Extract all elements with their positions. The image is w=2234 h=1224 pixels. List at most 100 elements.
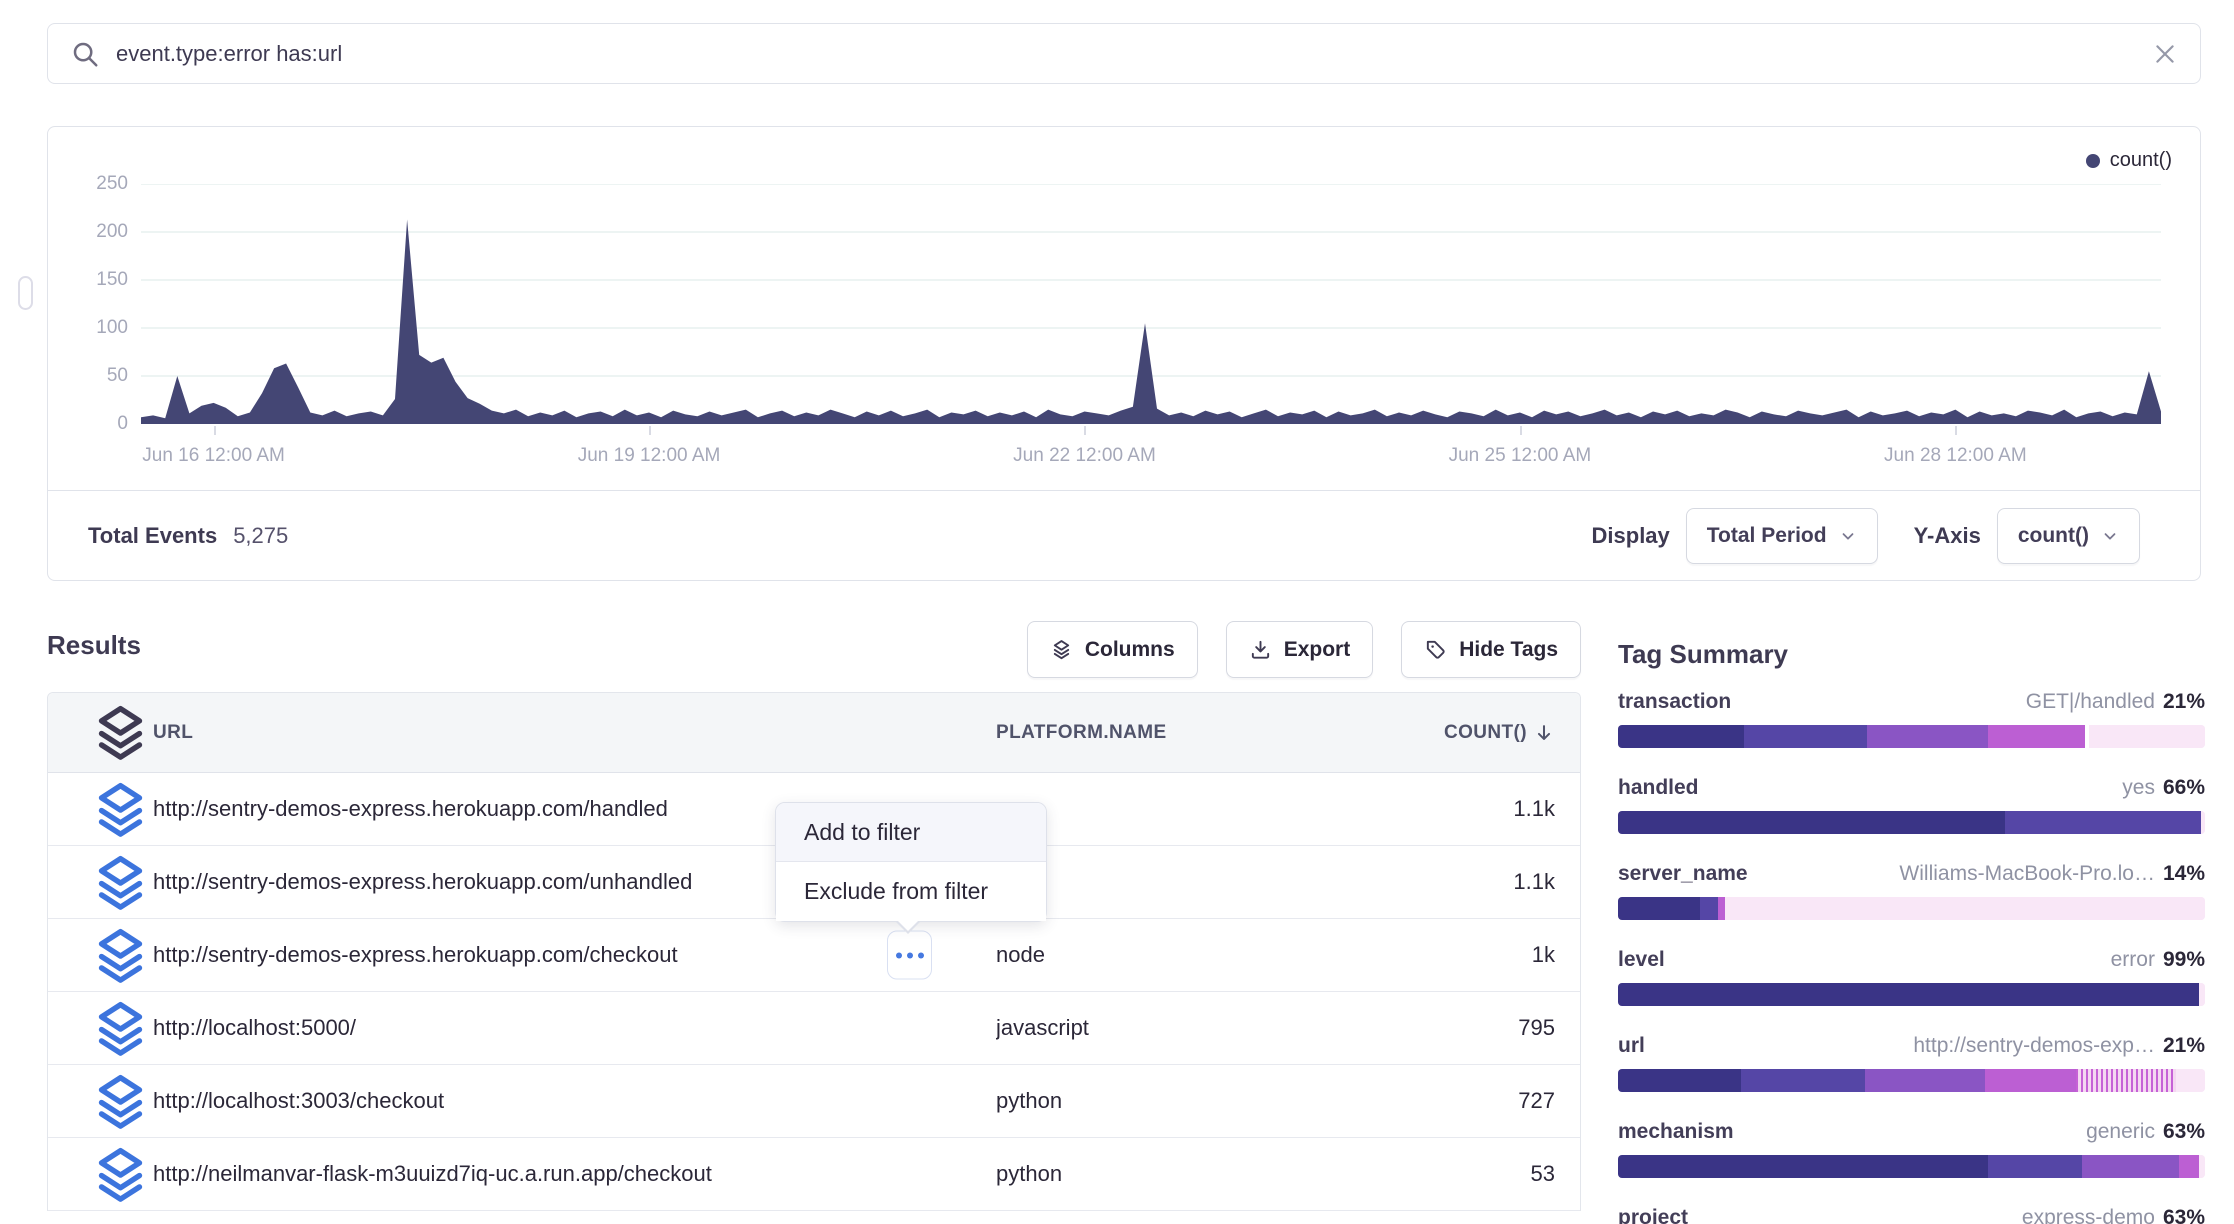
tag-distribution-bar[interactable] <box>1618 983 2205 1006</box>
url-cell[interactable]: http://sentry-demos-express.herokuapp.co… <box>153 942 678 967</box>
x-axis-tick-mark <box>649 426 652 435</box>
y-axis-tick: 200 <box>96 221 128 242</box>
tag-summary-list: transaction GET|/handled 21% handled yes 66% s… <box>1618 690 2205 1224</box>
tag-head: server_name Williams-MacBook-Pro.lo… 14% <box>1618 862 2205 890</box>
tag-top-value: yes <box>2122 776 2155 799</box>
search-icon <box>70 39 100 69</box>
tag-icon <box>1424 638 1447 661</box>
layers-icon <box>88 777 153 842</box>
table-row[interactable]: http://localhost:3003/checkout python 727 <box>48 1065 1580 1138</box>
cell-filter-context-menu: Add to filter Exclude from filter <box>775 802 1047 934</box>
tag-row-url: url http://sentry-demos-exp… 21% <box>1618 1034 2205 1120</box>
y-axis-tick: 150 <box>96 269 128 290</box>
url-cell[interactable]: http://localhost:5000/ <box>153 1015 357 1040</box>
layers-icon <box>1050 638 1073 661</box>
table-row[interactable]: http://neilmanvar-flask-m3uuizd7iq-uc.a.… <box>48 1138 1580 1211</box>
legend-series-dot <box>2085 153 2100 168</box>
layers-icon <box>88 1142 153 1207</box>
ellipsis-dot <box>895 952 902 958</box>
table-row[interactable]: http://localhost:5000/javascript 795 <box>48 992 1580 1065</box>
table-row[interactable]: http://sentry-demos-express.herokuapp.co… <box>48 919 1580 992</box>
y-axis-label: Y-Axis <box>1913 522 1981 548</box>
tag-bar-segment <box>1618 983 2200 1006</box>
menu-caret-fill <box>896 919 920 931</box>
url-cell[interactable]: http://localhost:3003/checkout <box>153 1088 445 1113</box>
count-cell[interactable]: 1k <box>1531 942 1555 967</box>
chart-plot-area[interactable] <box>141 184 2161 424</box>
y-axis-dropdown[interactable]: count() <box>1996 507 2140 564</box>
platform-cell[interactable]: node <box>996 942 1045 967</box>
tag-percent: 21% <box>2162 1034 2205 1057</box>
tag-summary-title: Tag Summary <box>1618 639 1789 669</box>
tag-bar-segment <box>1618 1069 1742 1092</box>
tag-distribution-bar[interactable] <box>1618 811 2205 834</box>
tag-distribution-bar[interactable] <box>1618 725 2205 748</box>
tag-bar-segment <box>1744 725 1868 748</box>
x-axis-tick-mark <box>1084 426 1087 435</box>
column-header-url[interactable]: URL <box>153 721 194 743</box>
columns-button[interactable]: Columns <box>1026 621 1198 678</box>
tag-bar-segment <box>2075 1069 2176 1092</box>
count-header-label: COUNT() <box>1443 721 1527 743</box>
tag-row-level: level error 99% <box>1618 948 2205 1034</box>
tag-distribution-bar[interactable] <box>1618 1069 2205 1092</box>
panel-resize-handle[interactable] <box>18 276 33 310</box>
tag-bar-segment <box>2084 725 2089 748</box>
tag-top-value: generic <box>2086 1120 2155 1143</box>
chevron-down-icon <box>2101 527 2119 545</box>
tag-top-value: http://sentry-demos-exp… <box>1913 1034 2155 1057</box>
layers-icon <box>88 996 153 1061</box>
menu-item-add-to-filter[interactable]: Add to filter <box>776 803 1046 862</box>
count-cell[interactable]: 1.1k <box>1513 869 1555 894</box>
count-cell[interactable]: 53 <box>1530 1161 1555 1186</box>
tag-top-value: GET|/handled <box>2025 690 2155 713</box>
tag-head: transaction GET|/handled 21% <box>1618 690 2205 718</box>
x-axis-tick: Jun 28 12:00 AM <box>1884 445 2027 466</box>
tag-name: transaction <box>1618 690 1732 713</box>
tag-percent: 14% <box>2162 862 2205 885</box>
x-axis-tick-mark <box>1519 426 1522 435</box>
sort-desc-icon <box>1533 722 1555 744</box>
display-dropdown[interactable]: Total Period <box>1685 507 1878 564</box>
url-cell[interactable]: http://sentry-demos-express.herokuapp.co… <box>153 869 693 894</box>
tag-bar-segment <box>2178 1155 2200 1178</box>
tag-percent: 63% <box>2162 1120 2205 1143</box>
url-cell[interactable]: http://neilmanvar-flask-m3uuizd7iq-uc.a.… <box>153 1161 712 1186</box>
layers-icon <box>88 1069 153 1134</box>
y-axis-tick: 0 <box>117 413 128 434</box>
column-header-platform[interactable]: PLATFORM.NAME <box>996 721 1167 743</box>
tag-bar-segment <box>2199 983 2205 1006</box>
tag-head: handled yes 66% <box>1618 776 2205 804</box>
tag-top-value: Williams-MacBook-Pro.lo… <box>1899 862 2155 885</box>
menu-item-exclude-from-filter[interactable]: Exclude from filter <box>776 862 1046 921</box>
count-cell[interactable]: 1.1k <box>1513 796 1555 821</box>
tag-name: mechanism <box>1618 1120 1734 1143</box>
platform-cell[interactable]: python <box>996 1161 1063 1186</box>
tag-head: project express-demo 63% <box>1618 1206 2205 1224</box>
tag-bar-segment <box>1987 725 2085 748</box>
tag-percent: 99% <box>2162 948 2205 971</box>
cell-actions-button[interactable] <box>887 930 932 980</box>
tag-distribution-bar[interactable] <box>1618 897 2205 920</box>
results-title: Results <box>47 630 141 660</box>
url-cell[interactable]: http://sentry-demos-express.herokuapp.co… <box>153 796 668 821</box>
results-table: URL PLATFORM.NAME COUNT() http://sentry-… <box>47 692 1581 1211</box>
clear-search-icon[interactable] <box>2152 41 2178 67</box>
columns-button-label: Columns <box>1084 637 1175 661</box>
table-header-row: URL PLATFORM.NAME COUNT() <box>48 693 1580 773</box>
hide-tags-button[interactable]: Hide Tags <box>1401 621 1581 678</box>
column-header-count[interactable]: COUNT() <box>1397 722 1580 744</box>
count-cell[interactable]: 727 <box>1518 1088 1555 1113</box>
chart-footer: Total Events 5,275 Display Total Period … <box>48 490 2200 580</box>
row-icon-cell <box>48 1142 153 1207</box>
count-cell[interactable]: 795 <box>1518 1015 1555 1040</box>
export-button[interactable]: Export <box>1225 621 1374 678</box>
tag-bar-segment <box>1725 897 2205 920</box>
platform-cell[interactable]: python <box>996 1088 1063 1113</box>
search-input[interactable] <box>116 40 2136 67</box>
tag-name: project <box>1618 1206 1689 1224</box>
platform-cell[interactable]: javascript <box>996 1015 1089 1040</box>
tag-bar-segment <box>2081 1155 2179 1178</box>
tag-distribution-bar[interactable] <box>1618 1155 2205 1178</box>
total-events-label: Total Events <box>88 522 218 548</box>
